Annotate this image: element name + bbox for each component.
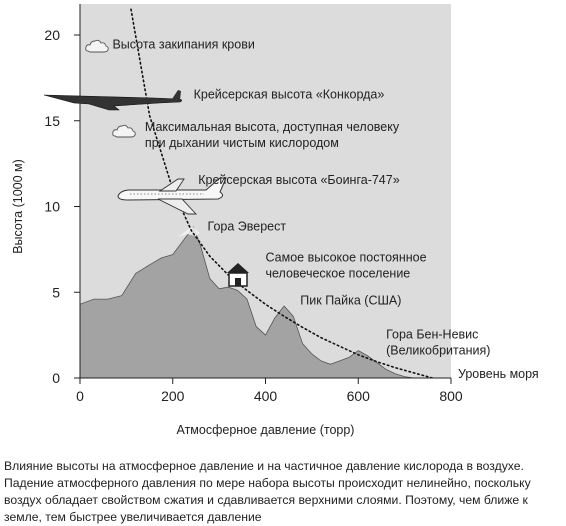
boeing-wing-near bbox=[157, 198, 198, 215]
annotation-line: Уровень моря bbox=[458, 367, 539, 381]
annotation-line: (Великобритания) bbox=[386, 344, 490, 358]
annotation-everest: Гора Эверест bbox=[208, 220, 287, 234]
annotation-concorde: Крейсерская высота «Конкорда» bbox=[194, 87, 385, 101]
annotation-line: Крейсерская высота «Конкорда» bbox=[194, 87, 385, 101]
x-tick-label: 0 bbox=[76, 388, 84, 404]
y-tick-label: 0 bbox=[52, 370, 60, 386]
x-tick-label: 800 bbox=[439, 388, 463, 404]
cloud-icon bbox=[112, 124, 136, 138]
annotation-settlement: Самое высокое постоянное человеческое пос… bbox=[266, 250, 427, 280]
boeing-fuselage bbox=[117, 177, 227, 201]
house-icon bbox=[227, 263, 249, 287]
terrain-area bbox=[80, 226, 414, 378]
annotation-line: человеческое поселение bbox=[266, 266, 411, 280]
cloud-shape bbox=[112, 124, 136, 138]
pressure-curve bbox=[130, 8, 434, 378]
x-tick-label: 600 bbox=[347, 388, 371, 404]
y-tick-label: 15 bbox=[44, 113, 60, 129]
house-roof bbox=[227, 263, 249, 273]
chart-canvas: 0 200 400 600 800 0 5 10 15 20 Атмосферное давлени… bbox=[11, 4, 539, 437]
y-tick-label: 10 bbox=[44, 199, 60, 215]
annotation-line: Самое высокое постоянное bbox=[266, 250, 427, 264]
annotation-sea-level: Уровень моря bbox=[458, 367, 539, 381]
annotation-blood-boiling: Высота закипания крови bbox=[112, 38, 254, 52]
figure-caption: Влияние высоты на атмосферное давление и… bbox=[4, 459, 531, 524]
boeing-747-icon bbox=[117, 177, 227, 215]
annotation-max-oxygen: Максимальная высота, доступная человеку п… bbox=[145, 120, 400, 150]
annotation-ben-nevis: Гора Бен-Невис (Великобритания) bbox=[386, 328, 490, 358]
cloud-shape bbox=[85, 39, 109, 53]
annotation-line: Гора Эверест bbox=[208, 220, 287, 234]
concorde-fin bbox=[172, 90, 181, 100]
boeing-wing-far bbox=[158, 178, 185, 192]
y-axis-label: Высота (1000 м) bbox=[11, 159, 25, 254]
annotation-line: Высота закипания крови bbox=[112, 38, 254, 52]
annotation-boeing: Крейсерская высота «Боинга-747» bbox=[198, 173, 399, 187]
altitude-pressure-chart: 0 200 400 600 800 0 5 10 15 20 Атмосферное давлени… bbox=[11, 4, 539, 437]
annotation-line: Гора Бен-Невис bbox=[386, 328, 478, 342]
annotation-line: Крейсерская высота «Боинга-747» bbox=[198, 173, 399, 187]
x-tick-label: 400 bbox=[254, 388, 278, 404]
concorde-icon bbox=[43, 90, 183, 111]
annotation-line: при дыхании чистым кислородом bbox=[145, 136, 339, 150]
x-tick-label: 200 bbox=[161, 388, 185, 404]
y-tick-label: 5 bbox=[52, 284, 60, 300]
annotation-line: Пик Пайка (США) bbox=[300, 293, 401, 307]
annotation-pikes-peak: Пик Пайка (США) bbox=[300, 293, 401, 307]
annotation-line: Максимальная высота, доступная человеку bbox=[145, 120, 400, 134]
cloud-icon bbox=[85, 39, 109, 53]
x-axis-label: Атмосферное давление (торр) bbox=[177, 423, 355, 437]
house-door bbox=[235, 278, 241, 286]
y-tick-label: 20 bbox=[44, 27, 60, 43]
